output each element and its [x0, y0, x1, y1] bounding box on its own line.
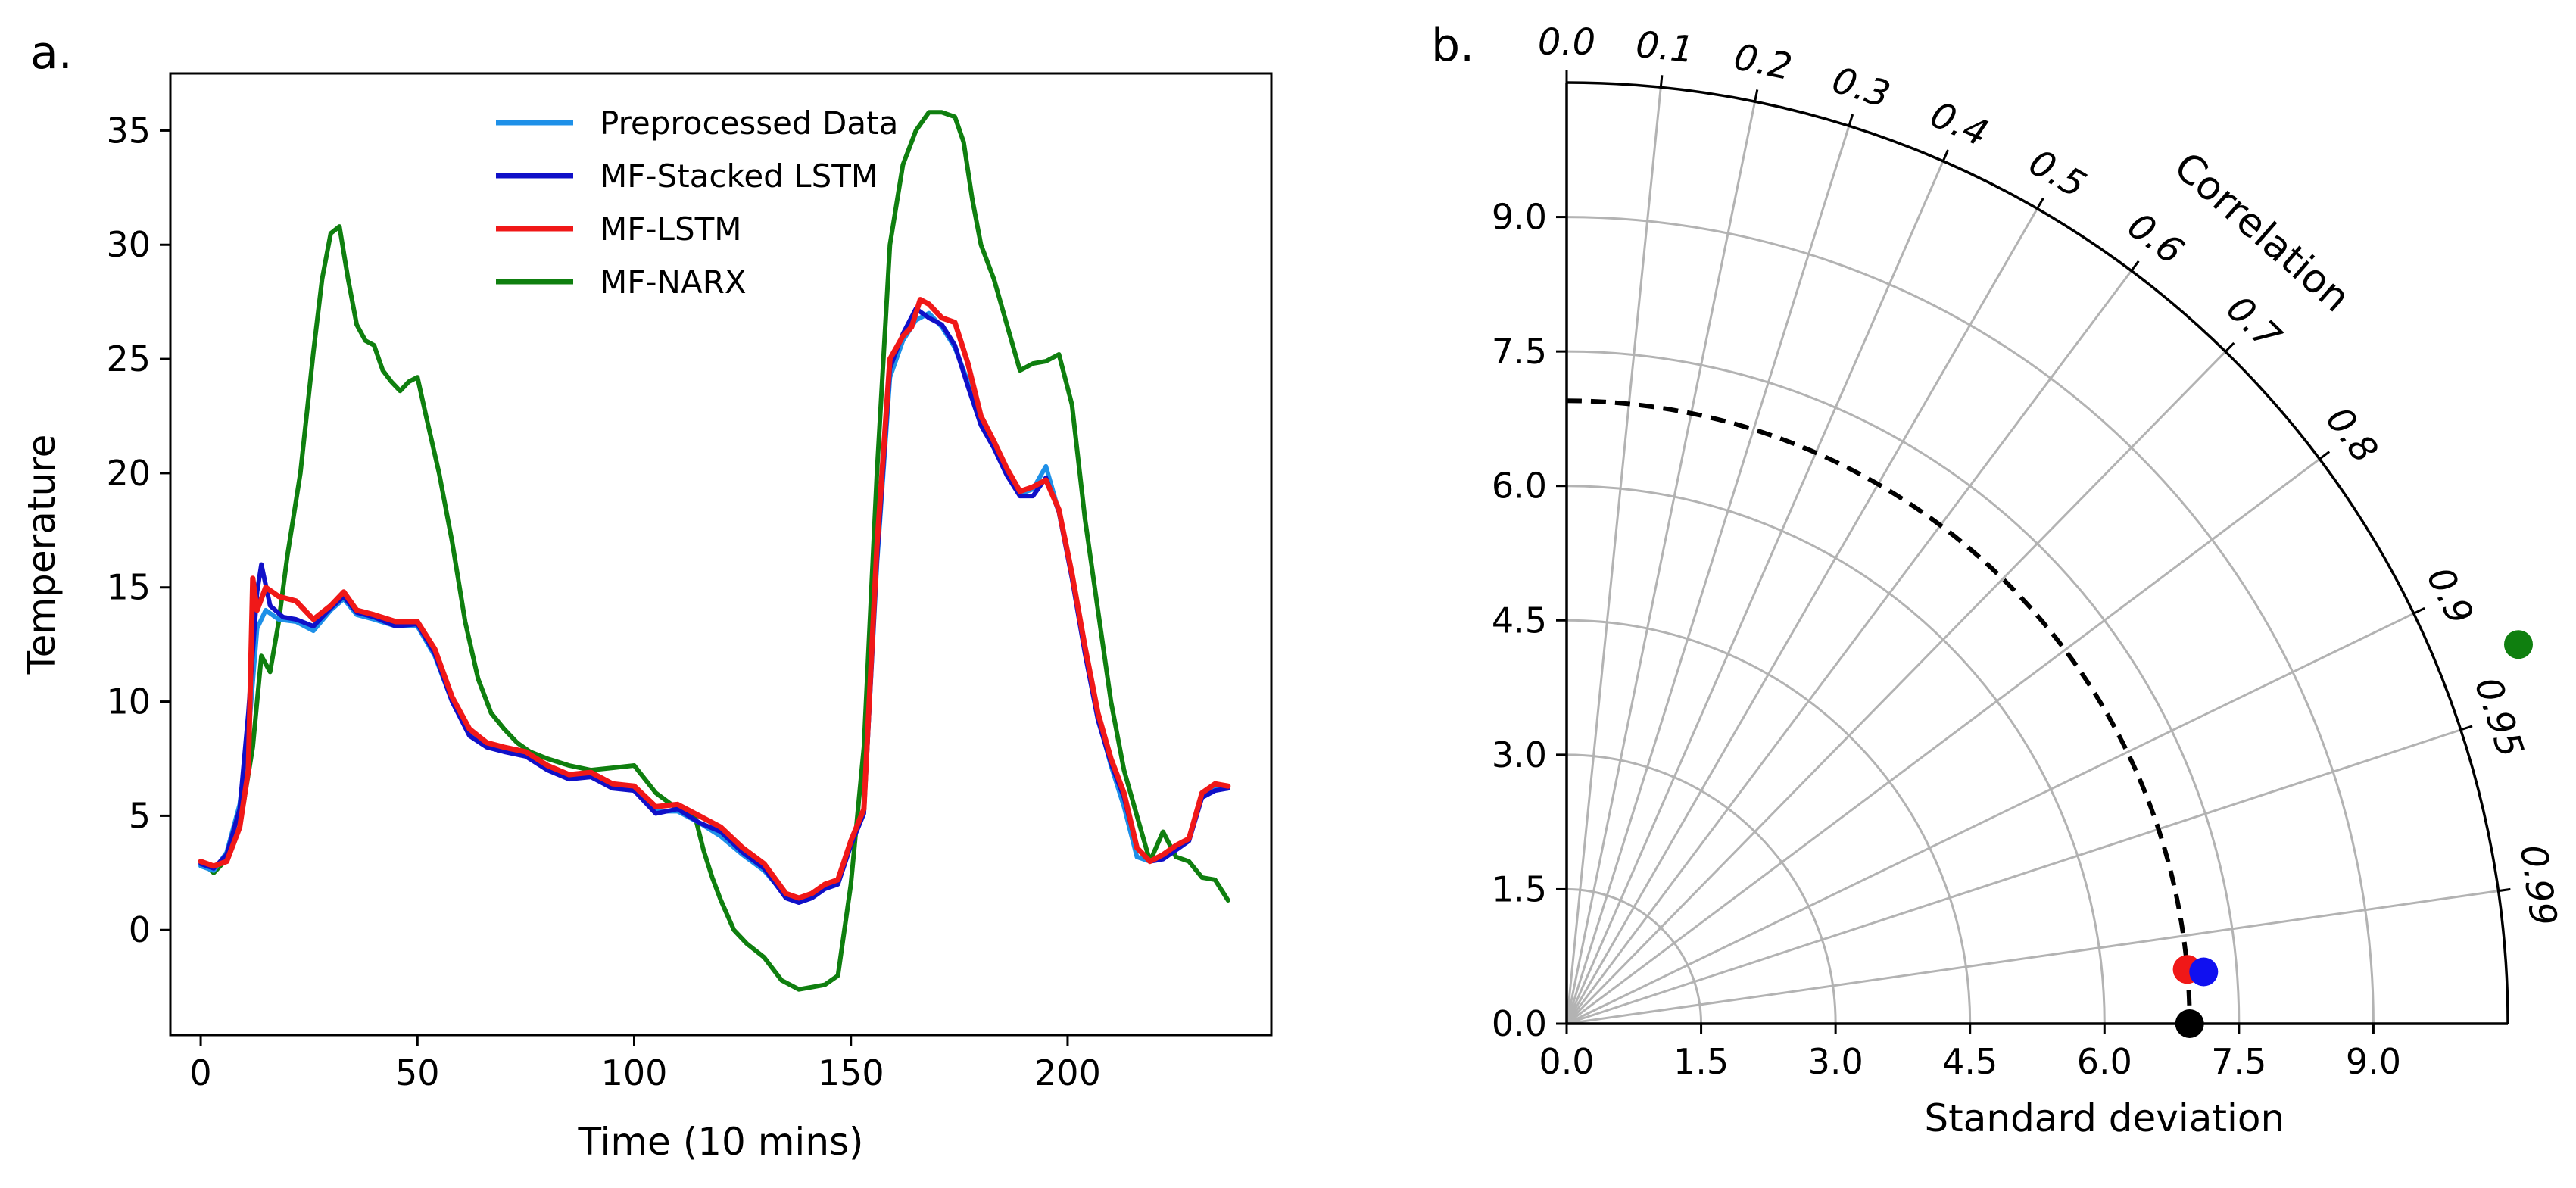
- reference-std-arc: [1566, 398, 2192, 1024]
- correlation-tick-label: 0.95: [2466, 672, 2532, 762]
- series-line-mf-lstm: [198, 297, 1231, 901]
- panel-b-grid: [1565, 87, 2499, 1025]
- y-tick-label: 35: [106, 110, 151, 151]
- correlation-tick-mark: [1754, 89, 1759, 102]
- std-y-tick-label: 0.0: [1492, 1003, 1547, 1044]
- std-grid-arc: [1566, 216, 2375, 1024]
- correlation-tick-label: 0.3: [1827, 59, 1895, 117]
- correlation-tick-label: 0.6: [2119, 204, 2191, 273]
- correlation-tick-mark: [2460, 725, 2473, 731]
- legend-label: Preprocessed Data: [600, 104, 898, 142]
- std-y-tick-label: 9.0: [1492, 197, 1547, 238]
- correlation-grid-ray: [1565, 270, 2133, 1024]
- x-tick-label: 100: [601, 1052, 668, 1093]
- correlation-tick-mark: [2225, 341, 2235, 353]
- panel-a-label: a.: [30, 27, 73, 80]
- correlation-grid-ray: [1566, 458, 2321, 1025]
- correlation-grid-ray: [1566, 612, 2415, 1025]
- correlation-tick-label: 0.1: [1634, 23, 1696, 71]
- std-grid-arc: [1566, 619, 1972, 1024]
- correlation-tick-mark: [1941, 149, 1949, 162]
- y-tick-label: 5: [129, 795, 151, 836]
- std-x-tick-label: 4.5: [1942, 1041, 1997, 1082]
- panel-a-line-chart: a. 0 50 100 150 200 0 5 10 15 20 25 30 35 Time (10 m…: [20, 27, 1273, 1164]
- std-x-tick-label: 1.5: [1673, 1041, 1729, 1082]
- legend-label: MF-NARX: [600, 263, 747, 301]
- correlation-tick-mark: [2036, 197, 2044, 210]
- y-tick-label: 20: [106, 453, 151, 494]
- std-grid-arc: [1566, 485, 2106, 1024]
- y-tick-label: 25: [106, 338, 151, 379]
- panel-b-correlation-label: Correlation: [2166, 144, 2359, 321]
- point-mf-stacked-lstm: [2189, 957, 2219, 987]
- panel-b-x-axis-label: Standard deviation: [1924, 1096, 2284, 1140]
- y-tick-label: 30: [106, 224, 151, 265]
- correlation-grid-ray: [1565, 101, 1757, 1024]
- legend-label: MF-Stacked LSTM: [600, 157, 878, 195]
- correlation-tick-label: 0.9: [2419, 561, 2482, 631]
- correlation-tick-label: 0.99: [2512, 842, 2565, 928]
- panel-a-plot-frame: [169, 72, 1273, 1037]
- std-y-tick-label: 3.0: [1492, 734, 1547, 775]
- std-y-tick-label: 6.0: [1492, 466, 1547, 507]
- correlation-grid-ray: [1565, 351, 2227, 1025]
- panel-a-series-group: [198, 110, 1231, 992]
- std-x-tick-label: 9.0: [2346, 1041, 2401, 1082]
- x-tick-label: 150: [818, 1052, 884, 1093]
- correlation-tick-mark: [2319, 451, 2331, 460]
- panel-a-ticks: 0 50 100 150 200 0 5 10 15 20 25 30 35: [106, 110, 1100, 1093]
- correlation-grid-ray: [1565, 125, 1851, 1024]
- correlation-grid-ray: [1566, 890, 2499, 1025]
- std-grid-arc: [1566, 350, 2241, 1024]
- std-x-tick-label: 0.0: [1539, 1041, 1594, 1082]
- correlation-grid-ray: [1565, 87, 1662, 1024]
- x-tick-label: 0: [189, 1052, 211, 1093]
- correlation-tick-label: 0.0: [1538, 21, 1595, 64]
- point-mf-narx: [2504, 630, 2533, 659]
- panel-a-y-axis-label: Temperature: [20, 435, 64, 675]
- correlation-grid-ray: [1565, 207, 2038, 1024]
- y-tick-label: 0: [129, 909, 151, 950]
- std-x-tick-label: 7.5: [2211, 1041, 2266, 1082]
- std-y-tick-label: 4.5: [1492, 600, 1547, 641]
- correlation-tick-label: 0.2: [1730, 36, 1795, 89]
- std-grid-arc: [1566, 887, 1703, 1024]
- panel-b-points: [2172, 630, 2533, 1038]
- std-x-tick-label: 3.0: [1808, 1041, 1863, 1082]
- point-preprocessed-data: [2175, 1009, 2204, 1038]
- panel-b-taylor-diagram: b. 0.00.01.51.53.03.04.54.56.06.07.57.59…: [1431, 19, 2565, 1140]
- correlation-tick-label: 0.5: [2022, 141, 2093, 207]
- legend-label: MF-LSTM: [600, 210, 742, 248]
- panel-a-legend: Preprocessed Data MF-Stacked LSTM MF-LSTM M…: [496, 104, 898, 301]
- std-y-tick-label: 1.5: [1492, 868, 1547, 909]
- correlation-grid-ray: [1565, 161, 1944, 1024]
- correlation-tick-mark: [1659, 75, 1664, 88]
- y-tick-label: 15: [106, 567, 151, 608]
- x-tick-label: 200: [1034, 1052, 1101, 1093]
- correlation-tick-label: 0.8: [2317, 399, 2386, 471]
- correlation-grid-ray: [1566, 728, 2462, 1025]
- std-y-tick-label: 7.5: [1492, 331, 1547, 372]
- correlation-tick-mark: [2413, 606, 2425, 615]
- std-grid-arc: [1566, 753, 1837, 1024]
- panel-b-axes: [1565, 81, 2509, 1025]
- outer-arc-axis: [1566, 81, 2509, 1024]
- correlation-tick-mark: [2130, 260, 2140, 272]
- y-tick-label: 10: [106, 681, 151, 722]
- x-tick-label: 50: [395, 1052, 440, 1093]
- panel-a-x-axis-label: Time (10 mins): [577, 1120, 863, 1164]
- std-x-tick-label: 6.0: [2077, 1041, 2132, 1082]
- panel-b-label: b.: [1431, 19, 1474, 72]
- series-line-mf-narx: [198, 110, 1230, 992]
- correlation-tick-mark: [2498, 887, 2511, 893]
- correlation-tick-mark: [1848, 114, 1854, 126]
- correlation-tick-label: 0.4: [1924, 93, 1994, 155]
